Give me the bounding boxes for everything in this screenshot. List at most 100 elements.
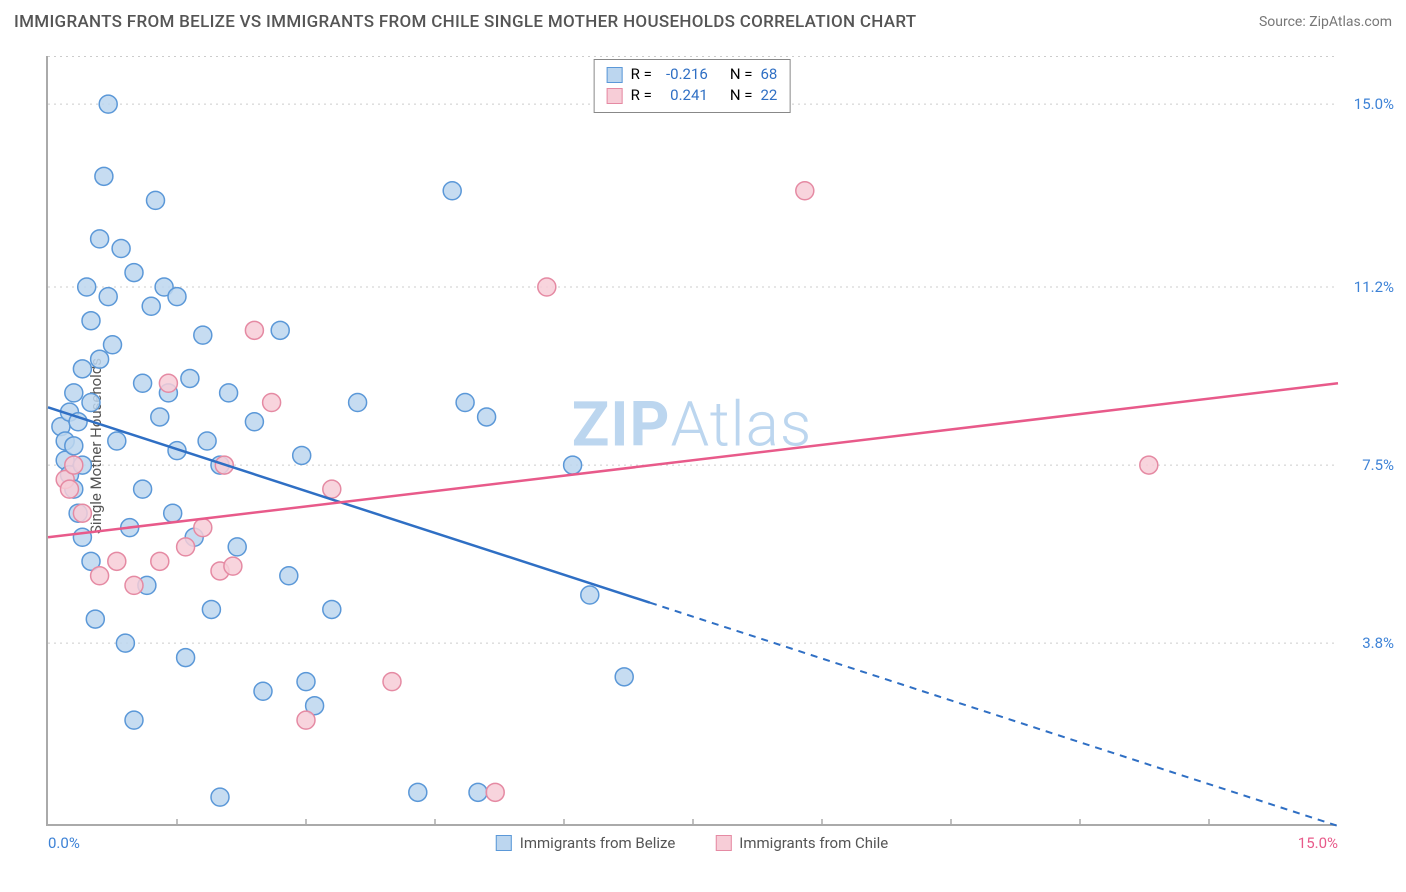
legend-label-1: Immigrants from Belize (520, 834, 676, 852)
plot-area: ZIPAtlas 3.8%7.5%11.2%15.0% 0.0%15.0% R … (46, 56, 1336, 826)
scatter-point (796, 182, 814, 200)
scatter-point (581, 586, 599, 604)
scatter-point (194, 326, 212, 344)
scatter-point (245, 321, 263, 339)
scatter-svg (48, 56, 1336, 824)
scatter-point (147, 191, 165, 209)
scatter-point (142, 297, 160, 315)
scatter-point (211, 788, 229, 806)
scatter-point (564, 456, 582, 474)
scatter-point (82, 312, 100, 330)
scatter-point (202, 600, 220, 618)
scatter-point (82, 394, 100, 412)
scatter-point (177, 538, 195, 556)
r-label: R = (631, 85, 652, 106)
scatter-point (469, 783, 487, 801)
scatter-point (65, 456, 83, 474)
stats-row-series-1: R = -0.216 N = 68 (607, 64, 778, 85)
scatter-point (164, 504, 182, 522)
scatter-point (125, 264, 143, 282)
n-label: N = (730, 64, 753, 85)
scatter-point (108, 432, 126, 450)
y-tick-label: 15.0% (1354, 95, 1394, 113)
scatter-point (538, 278, 556, 296)
scatter-point (478, 408, 496, 426)
scatter-point (99, 95, 117, 113)
x-tick-label: 15.0% (1298, 834, 1338, 852)
scatter-point (91, 230, 109, 248)
scatter-point (177, 649, 195, 667)
scatter-point (254, 682, 272, 700)
scatter-point (297, 673, 315, 691)
scatter-point (456, 394, 474, 412)
scatter-point (323, 480, 341, 498)
legend-label-2: Immigrants from Chile (739, 834, 888, 852)
scatter-point (271, 321, 289, 339)
n-value-1: 68 (760, 64, 777, 85)
scatter-point (91, 350, 109, 368)
stats-row-series-2: R = 0.241 N = 22 (607, 85, 778, 106)
scatter-point (73, 360, 91, 378)
scatter-point (615, 668, 633, 686)
r-label: R = (631, 64, 652, 85)
scatter-point (198, 432, 216, 450)
scatter-point (159, 374, 177, 392)
trend-line-solid (48, 407, 650, 602)
scatter-point (104, 336, 122, 354)
chart-title: IMMIGRANTS FROM BELIZE VS IMMIGRANTS FRO… (14, 12, 916, 32)
scatter-point (73, 528, 91, 546)
r-value-1: -0.216 (660, 64, 708, 85)
scatter-point (383, 673, 401, 691)
scatter-point (116, 634, 134, 652)
scatter-point (228, 538, 246, 556)
legend-swatch-2 (715, 835, 731, 851)
scatter-point (151, 552, 169, 570)
scatter-point (112, 240, 130, 258)
scatter-point (263, 394, 281, 412)
x-tick-label: 0.0% (48, 834, 80, 852)
scatter-point (99, 288, 117, 306)
trend-line-dashed (650, 603, 1338, 826)
n-value-2: 22 (760, 85, 777, 106)
scatter-point (245, 413, 263, 431)
legend-item-2: Immigrants from Chile (715, 834, 888, 852)
correlation-stats-box: R = -0.216 N = 68 R = 0.241 N = 22 (594, 59, 791, 113)
x-tick-layer (177, 819, 1209, 826)
scatter-point (323, 600, 341, 618)
scatter-point (486, 783, 504, 801)
scatter-point (61, 480, 79, 498)
scatter-point (134, 480, 152, 498)
scatter-point (181, 369, 199, 387)
scatter-point (409, 783, 427, 801)
y-tick-label: 11.2% (1354, 278, 1394, 296)
scatter-point (293, 446, 311, 464)
y-tick-label: 7.5% (1362, 456, 1394, 474)
scatter-point (151, 408, 169, 426)
header: IMMIGRANTS FROM BELIZE VS IMMIGRANTS FRO… (14, 12, 1392, 32)
scatter-point (65, 384, 83, 402)
scatter-point (65, 437, 83, 455)
scatter-point (168, 288, 186, 306)
scatter-point (86, 610, 104, 628)
r-value-2: 0.241 (660, 85, 708, 106)
swatch-series-2 (607, 88, 623, 104)
n-label: N = (730, 85, 753, 106)
scatter-point (224, 557, 242, 575)
scatter-point (108, 552, 126, 570)
scatter-point (91, 567, 109, 585)
scatter-point (443, 182, 461, 200)
scatter-point (125, 711, 143, 729)
scatter-point (125, 576, 143, 594)
legend-swatch-1 (496, 835, 512, 851)
scatter-point (1140, 456, 1158, 474)
scatter-layer (52, 95, 1158, 806)
legend-item-1: Immigrants from Belize (496, 834, 676, 852)
scatter-point (95, 167, 113, 185)
scatter-point (78, 278, 96, 296)
scatter-point (73, 504, 91, 522)
scatter-point (134, 374, 152, 392)
scatter-point (220, 384, 238, 402)
scatter-point (349, 394, 367, 412)
y-tick-label: 3.8% (1362, 634, 1394, 652)
swatch-series-1 (607, 67, 623, 83)
